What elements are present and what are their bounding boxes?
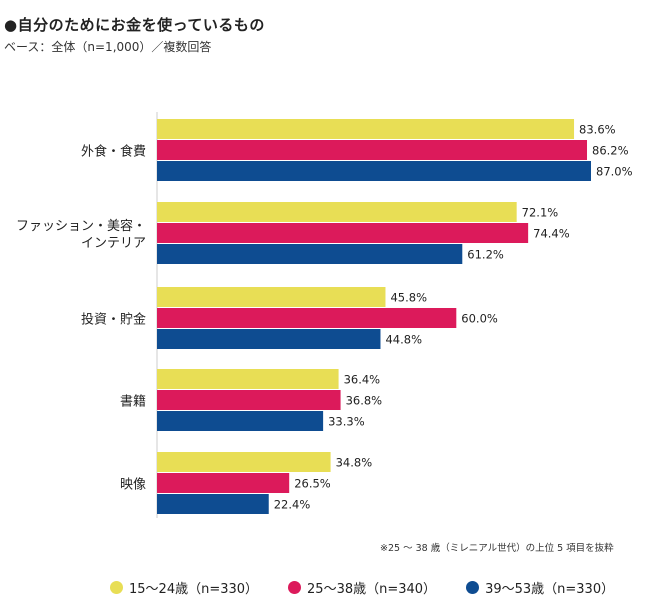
legend-swatch-series-3 xyxy=(466,581,480,594)
value-label-series-2-cat-1: 86.2% xyxy=(592,144,629,158)
value-label-series-3-cat-4: 33.3% xyxy=(328,415,365,429)
legend-item-series-3: 39〜53歳（n=330） xyxy=(466,578,614,597)
category-label-5: 映像 xyxy=(120,478,146,493)
bar-series-3-cat-3 xyxy=(157,329,381,349)
bar-series-1-cat-2 xyxy=(157,202,517,222)
bar-series-1-cat-5 xyxy=(157,452,331,472)
value-label-series-3-cat-3: 44.8% xyxy=(385,333,422,347)
value-label-series-3-cat-1: 87.0% xyxy=(596,165,633,179)
chart-title: ●自分のためにお金を使っているもの xyxy=(4,16,265,34)
footnote: ※25 〜 38 歳（ミレニアル世代）の上位 5 項目を抜粋 xyxy=(380,543,614,554)
legend-item-series-1: 15〜24歳（n=330） xyxy=(110,578,258,597)
bar-series-2-cat-1 xyxy=(157,140,588,160)
bar-series-2-cat-2 xyxy=(157,223,529,243)
category-label-line: 書籍 xyxy=(120,394,146,410)
legend-swatch-series-1 xyxy=(110,581,123,594)
category-label-line: 映像 xyxy=(120,478,146,493)
category-label-line: ファッション・美容・ xyxy=(16,218,146,234)
category-label-4: 書籍 xyxy=(120,394,146,410)
category-label-3: 投資・貯金 xyxy=(81,312,146,328)
bar-series-3-cat-4 xyxy=(157,411,324,431)
legend-item-series-2: 25〜38歳（n=340） xyxy=(288,578,436,597)
value-label-series-1-cat-2: 72.1% xyxy=(522,206,559,220)
legend-label-series-1: 15〜24歳（n=330） xyxy=(129,582,259,597)
value-label-series-3-cat-2: 61.2% xyxy=(467,248,504,262)
value-label-series-2-cat-5: 26.5% xyxy=(294,477,331,491)
bar-series-3-cat-2 xyxy=(157,244,463,264)
bar-series-2-cat-3 xyxy=(157,308,457,328)
category-label-2: ファッション・美容・インテリア xyxy=(16,218,146,251)
bar-series-1-cat-1 xyxy=(157,119,575,139)
category-label-line: 外食・食費 xyxy=(81,144,146,160)
value-label-series-2-cat-2: 74.4% xyxy=(533,227,570,241)
bar-series-3-cat-5 xyxy=(157,494,269,514)
legend-swatch-series-2 xyxy=(288,581,302,594)
chart-subtitle: ベース：全体（n=1,000）／複数回答 xyxy=(4,40,212,54)
legend: 15〜24歳（n=330） 25〜38歳（n=340） 39〜53歳（n=330… xyxy=(110,578,614,597)
bar-series-1-cat-3 xyxy=(157,287,386,307)
category-label-1: 外食・食費 xyxy=(81,144,146,160)
value-label-series-2-cat-3: 60.0% xyxy=(461,312,498,326)
category-label-line: インテリア xyxy=(81,236,146,251)
value-label-series-1-cat-4: 36.4% xyxy=(344,373,381,387)
bar-series-3-cat-1 xyxy=(157,161,591,181)
bar-series-2-cat-5 xyxy=(157,473,290,493)
value-label-series-1-cat-1: 83.6% xyxy=(579,123,616,137)
value-label-series-2-cat-4: 36.8% xyxy=(346,394,383,408)
bar-series-2-cat-4 xyxy=(157,390,341,410)
bar-series-1-cat-4 xyxy=(157,369,339,389)
legend-label-series-3: 39〜53歳（n=330） xyxy=(485,582,615,597)
value-label-series-1-cat-5: 34.8% xyxy=(336,456,373,470)
value-label-series-1-cat-3: 45.8% xyxy=(390,291,427,305)
value-label-series-3-cat-5: 22.4% xyxy=(274,498,311,512)
legend-label-series-2: 25〜38歳（n=340） xyxy=(307,582,437,597)
category-label-line: 投資・貯金 xyxy=(81,312,146,328)
